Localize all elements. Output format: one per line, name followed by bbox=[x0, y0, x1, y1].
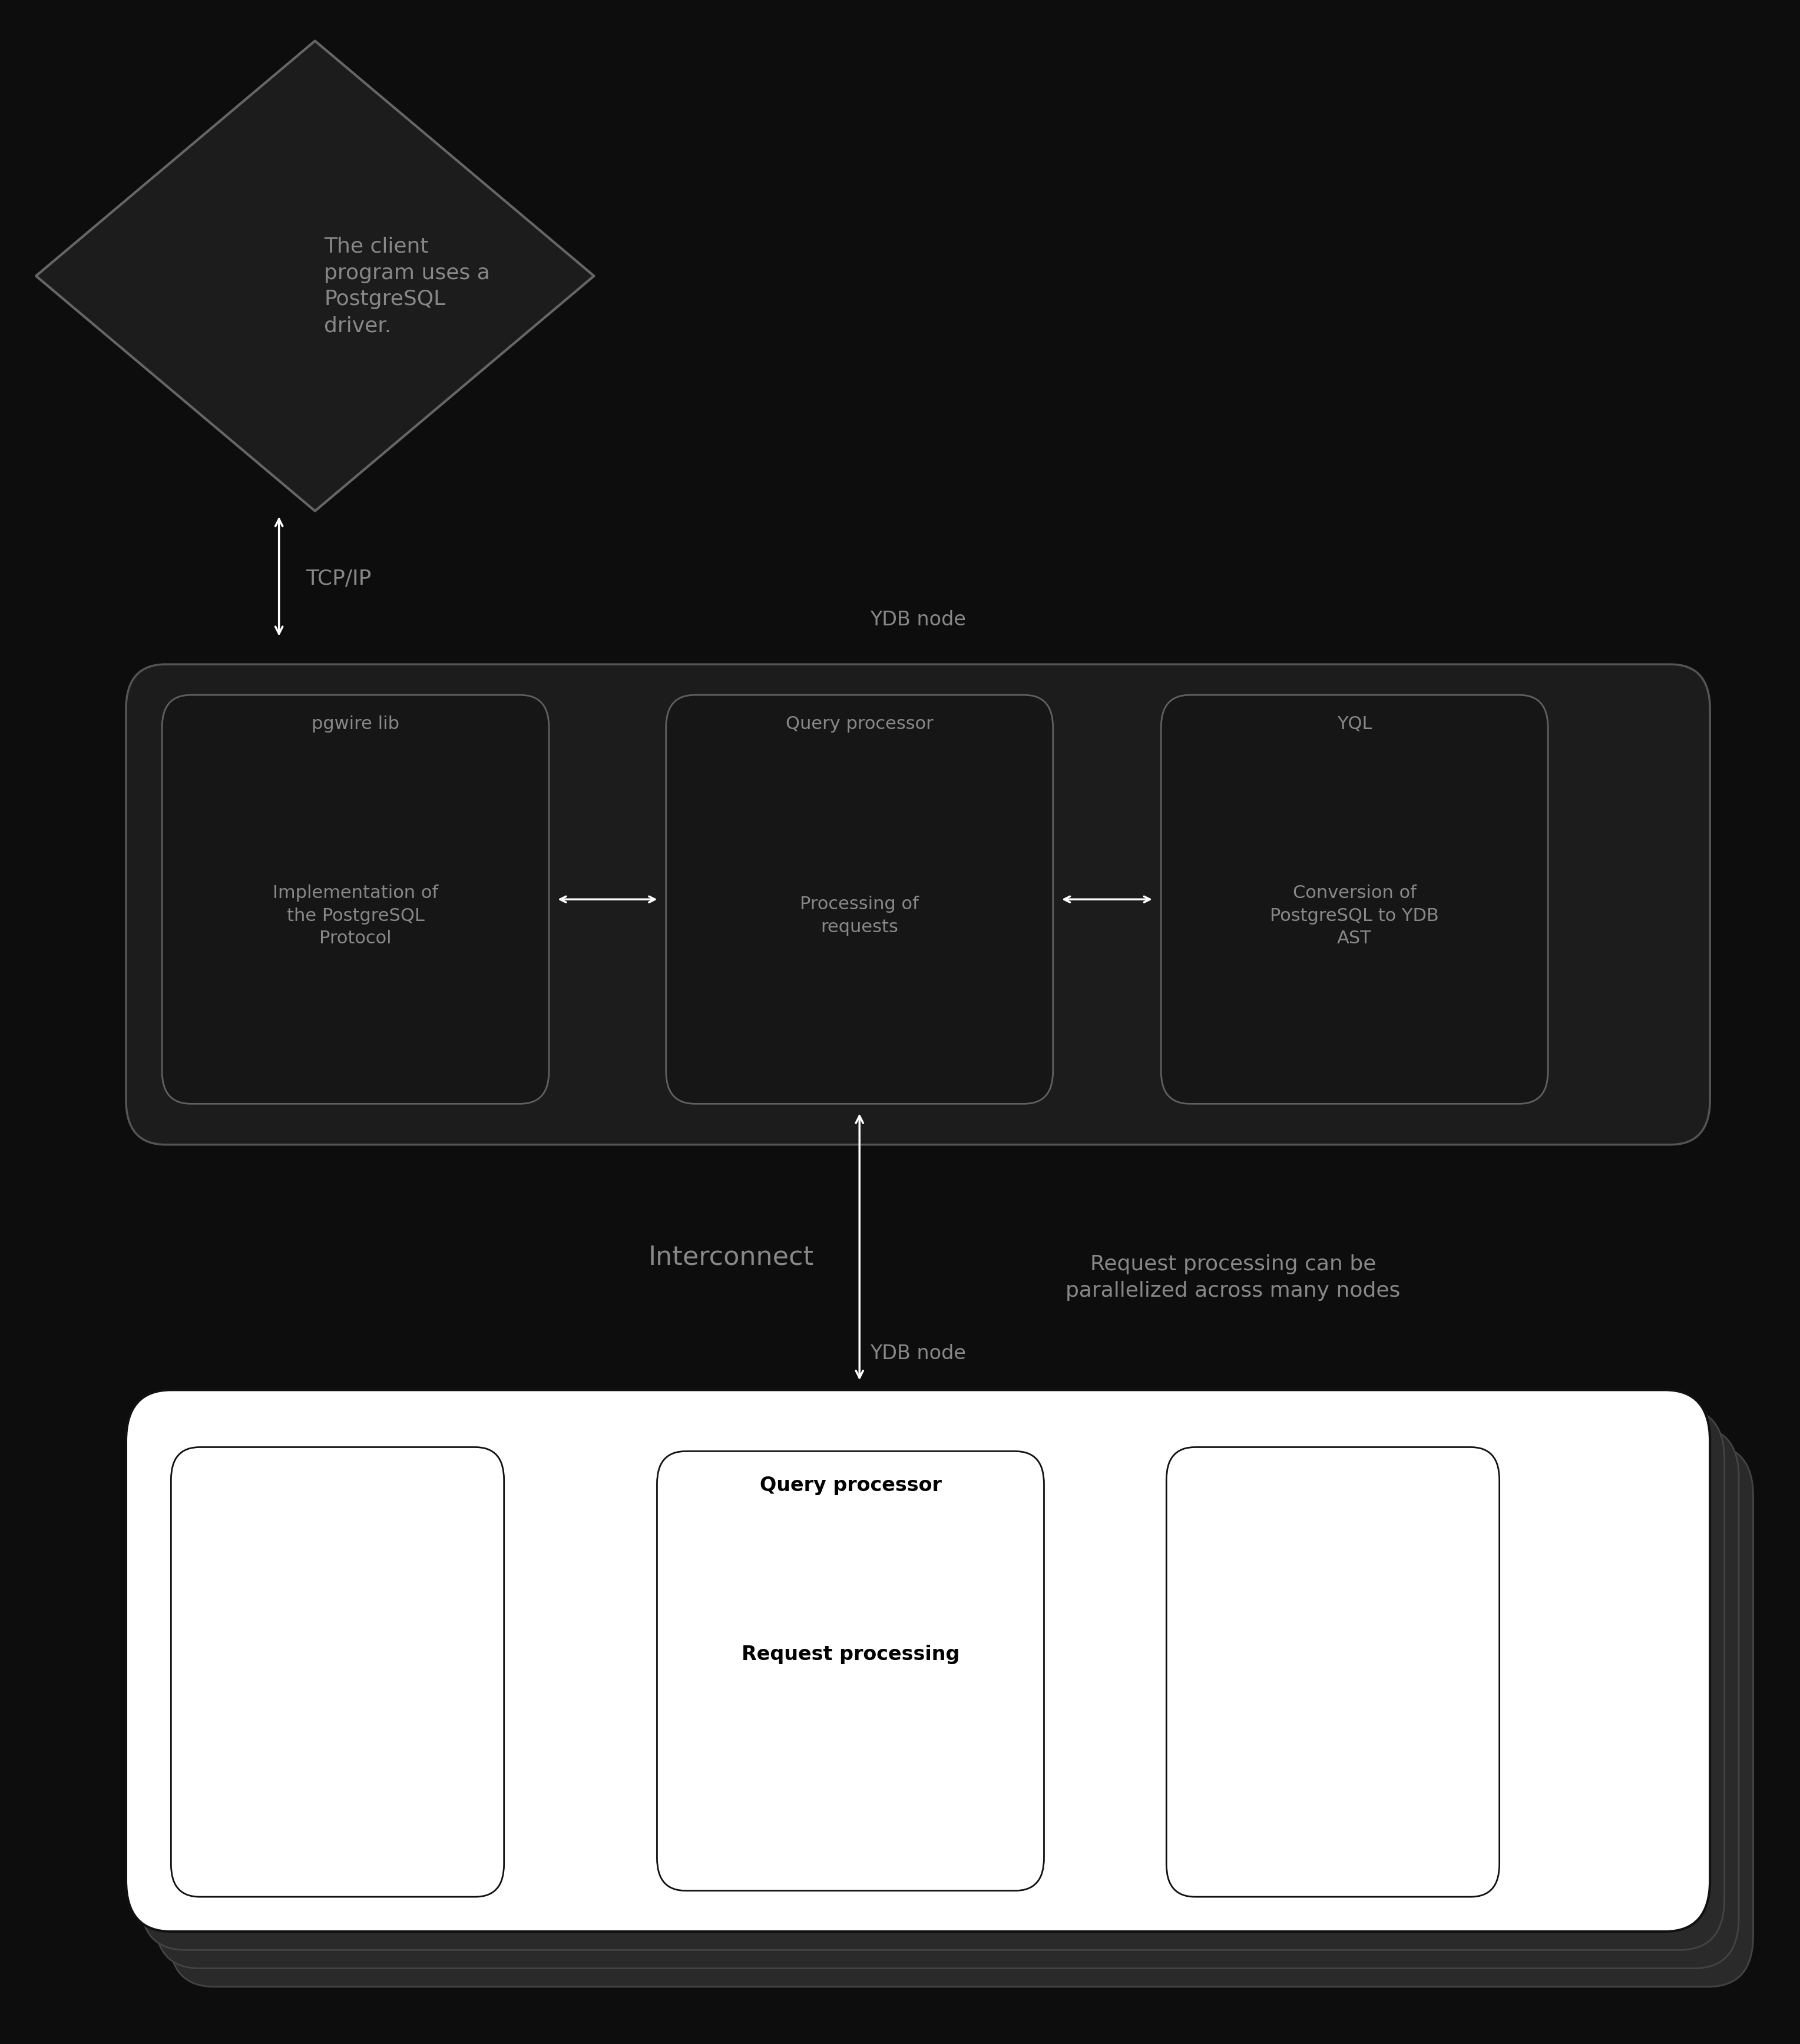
Text: Processing of
requests: Processing of requests bbox=[799, 895, 920, 936]
Text: The client
program uses a
PostgreSQL
driver.: The client program uses a PostgreSQL dri… bbox=[324, 237, 490, 335]
Text: Conversion of
PostgreSQL to YDB
AST: Conversion of PostgreSQL to YDB AST bbox=[1271, 885, 1438, 946]
FancyBboxPatch shape bbox=[1166, 1447, 1499, 1897]
FancyBboxPatch shape bbox=[666, 695, 1053, 1104]
FancyBboxPatch shape bbox=[657, 1451, 1044, 1891]
FancyBboxPatch shape bbox=[171, 1447, 504, 1897]
FancyBboxPatch shape bbox=[155, 1427, 1739, 1968]
Text: Implementation of
the PostgreSQL
Protocol: Implementation of the PostgreSQL Protoco… bbox=[274, 885, 437, 946]
Text: Query processor: Query processor bbox=[760, 1476, 941, 1496]
Text: Interconnect: Interconnect bbox=[648, 1245, 814, 1269]
Polygon shape bbox=[36, 41, 594, 511]
FancyBboxPatch shape bbox=[1161, 695, 1548, 1104]
Text: YQL: YQL bbox=[1337, 715, 1372, 732]
FancyBboxPatch shape bbox=[126, 664, 1710, 1145]
Text: YDB node: YDB node bbox=[869, 609, 967, 630]
Text: Request processing: Request processing bbox=[742, 1645, 959, 1664]
Text: YDB node: YDB node bbox=[869, 1343, 967, 1363]
Text: pgwire lib: pgwire lib bbox=[311, 715, 400, 732]
FancyBboxPatch shape bbox=[140, 1408, 1724, 1950]
Text: Request processing can be
parallelized across many nodes: Request processing can be parallelized a… bbox=[1066, 1255, 1400, 1300]
FancyBboxPatch shape bbox=[126, 1390, 1710, 1932]
Text: Query processor: Query processor bbox=[785, 715, 934, 732]
FancyBboxPatch shape bbox=[162, 695, 549, 1104]
Text: TCP/IP: TCP/IP bbox=[306, 568, 371, 589]
FancyBboxPatch shape bbox=[169, 1445, 1753, 1987]
